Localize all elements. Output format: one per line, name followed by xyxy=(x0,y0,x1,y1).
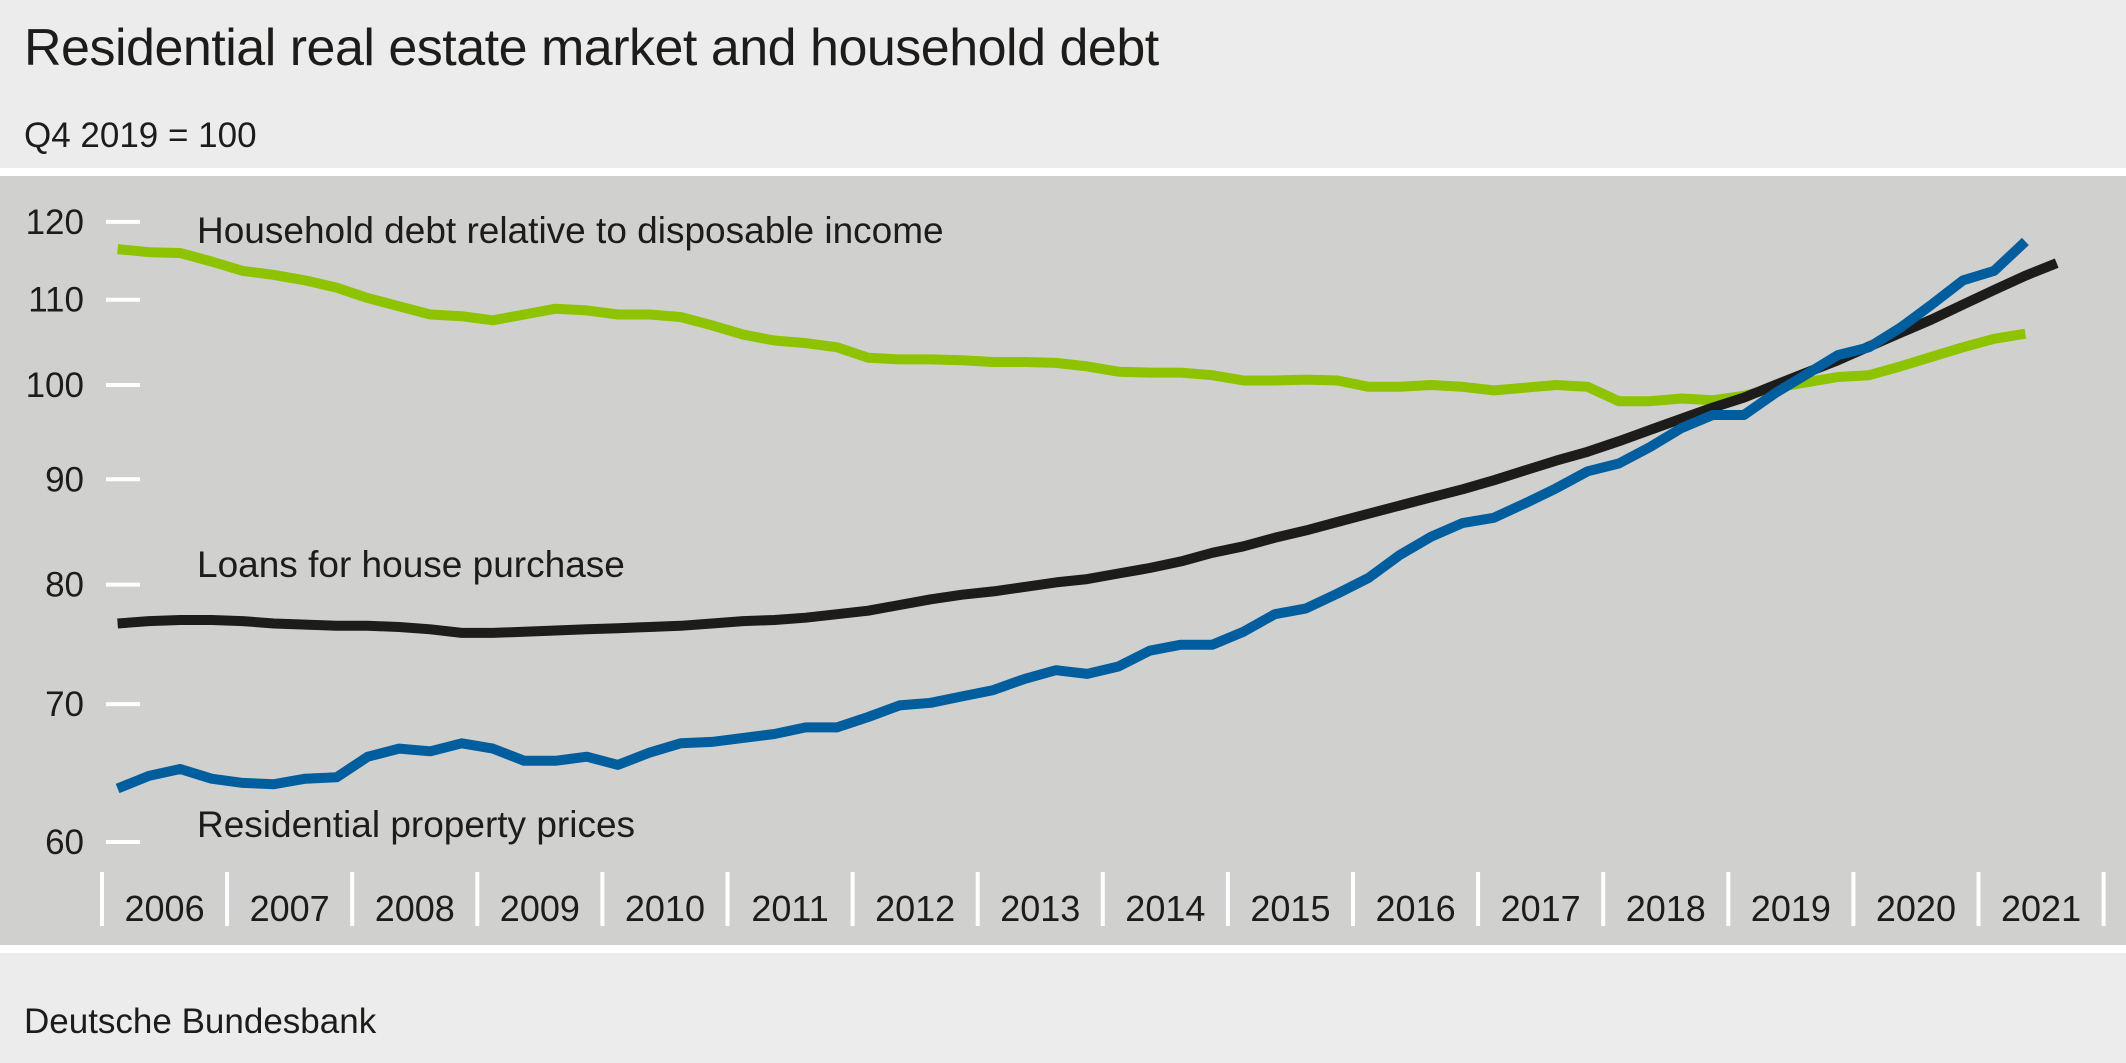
y-tick-label: 60 xyxy=(45,823,84,862)
series-line-property-prices xyxy=(115,237,2029,794)
x-tick-label: 2013 xyxy=(1000,888,1080,929)
x-tick-label: 2012 xyxy=(875,888,955,929)
chart-subtitle: Q4 2019 = 100 xyxy=(24,116,257,155)
y-tick-label: 80 xyxy=(45,566,84,605)
x-axis: 2006 2007 2008 2009 2010 2011 2012 2013 2014 2015… xyxy=(100,872,2106,929)
x-tick-label: 2014 xyxy=(1125,888,1205,929)
chart-title: Residential real estate market and house… xyxy=(24,19,1159,77)
x-tick-label: 2020 xyxy=(1876,888,1956,929)
x-tick-label: 2009 xyxy=(500,888,580,929)
series-label-household-debt: Household debt relative to disposable in… xyxy=(197,210,944,251)
plot-area xyxy=(0,176,2126,945)
y-tick-label: 100 xyxy=(26,366,84,405)
series-lines xyxy=(115,237,2059,794)
divider-bottom xyxy=(0,945,2126,953)
series-line-loans xyxy=(117,258,2059,638)
x-tick-label: 2007 xyxy=(250,888,330,929)
x-tick-label: 2006 xyxy=(125,888,205,929)
y-axis: 60 70 80 90 100 110 120 xyxy=(26,203,140,862)
x-tick-label: 2011 xyxy=(751,888,828,929)
y-tick-label: 90 xyxy=(45,460,84,499)
series-label-property-prices: Residential property prices xyxy=(197,804,635,845)
x-tick-label: 2010 xyxy=(625,888,705,929)
x-tick-label: 2021 xyxy=(2001,888,2081,929)
x-tick-label: 2017 xyxy=(1501,888,1581,929)
source-label: Deutsche Bundesbank xyxy=(24,1002,377,1041)
y-tick-label: 70 xyxy=(45,685,84,724)
x-tick-label: 2019 xyxy=(1751,888,1831,929)
x-tick-label: 2008 xyxy=(375,888,455,929)
series-label-loans: Loans for house purchase xyxy=(197,544,625,585)
y-tick-label: 120 xyxy=(26,203,84,242)
x-tick-label: 2018 xyxy=(1626,888,1706,929)
x-tick-label: 2015 xyxy=(1250,888,1330,929)
y-tick-label: 110 xyxy=(28,281,84,320)
series-line-household-debt xyxy=(117,244,2027,407)
x-tick-label: 2016 xyxy=(1376,888,1456,929)
divider-top xyxy=(0,168,2126,176)
